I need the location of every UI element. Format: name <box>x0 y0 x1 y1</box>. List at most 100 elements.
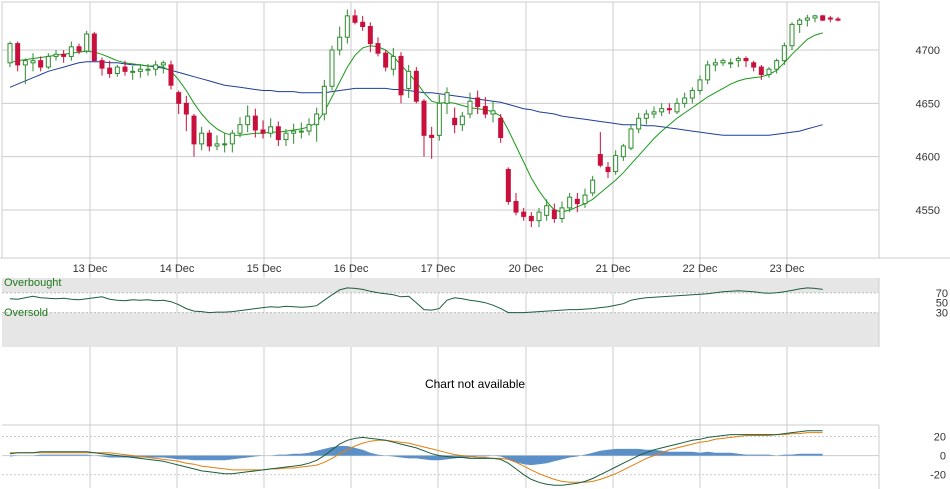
candle-down <box>260 129 266 134</box>
candle-down <box>605 166 611 173</box>
candle-down <box>551 209 557 220</box>
candle-down <box>574 198 580 205</box>
rsi-tick-label: 30 <box>936 308 948 320</box>
candle-down <box>413 70 419 102</box>
oversold-label: Oversold <box>4 307 48 319</box>
candle-up <box>712 62 718 66</box>
price-tick-label: 4550 <box>916 205 940 217</box>
candle-down <box>375 43 381 54</box>
candle-up <box>283 132 289 141</box>
candle-up <box>329 49 335 87</box>
candle-up <box>582 194 588 205</box>
candle-up <box>467 100 473 115</box>
candle-down <box>15 43 21 66</box>
candle-down <box>421 100 427 136</box>
candle-down <box>452 117 458 126</box>
candle-down <box>61 53 67 57</box>
candle-up <box>306 124 312 132</box>
candle-up <box>53 53 59 57</box>
candle-up <box>153 64 159 70</box>
candle-down <box>352 15 358 23</box>
candle-up <box>674 102 680 113</box>
macd-histogram-area <box>10 446 823 466</box>
macd-tick-label: 20 <box>934 431 946 443</box>
candle-up <box>114 66 120 74</box>
fast-moving-average-line <box>9 32 823 213</box>
candle-up <box>735 58 741 62</box>
unavailable-chart-message: Chart not available <box>424 377 526 391</box>
candle-up <box>199 132 205 145</box>
date-tick-label: 17 Dec <box>421 263 456 275</box>
macd-line <box>9 430 823 486</box>
date-tick-label: 22 Dec <box>683 263 718 275</box>
rsi-tick-label: 50 <box>936 298 948 310</box>
candle-down <box>275 126 281 141</box>
candle-up <box>651 111 657 115</box>
overbought-label: Overbought <box>4 277 61 289</box>
candle-down <box>206 132 212 147</box>
candle-up <box>613 155 619 173</box>
candle-down <box>429 134 435 138</box>
candle-down <box>505 168 511 202</box>
candle-down <box>820 15 826 21</box>
candle-up <box>689 90 695 99</box>
candle-up <box>774 60 780 70</box>
candle-down <box>743 58 749 62</box>
candle-up <box>237 124 243 134</box>
candle-up <box>797 19 803 25</box>
candle-up <box>68 46 74 57</box>
candle-up <box>720 60 726 64</box>
candle-up <box>130 70 136 73</box>
candle-up <box>544 205 550 216</box>
candle-up <box>229 132 235 145</box>
candle-down <box>122 66 128 72</box>
candle-up <box>781 45 787 62</box>
candle-up <box>628 128 634 149</box>
price-tick-label: 4650 <box>916 98 940 110</box>
candle-up <box>145 68 151 71</box>
candle-up <box>682 97 688 104</box>
macd-tick-label: 0 <box>940 451 946 463</box>
candle-up <box>636 117 642 130</box>
candle-up <box>406 70 412 89</box>
candle-down <box>76 46 82 52</box>
rsi-line <box>9 287 823 314</box>
price-tick-label: 4700 <box>916 45 940 57</box>
candle-down <box>398 55 404 96</box>
candle-up <box>137 68 143 72</box>
candle-down <box>107 67 113 74</box>
candle-up <box>45 55 51 68</box>
date-tick-label: 16 Dec <box>334 263 369 275</box>
candle-down <box>191 115 197 145</box>
candle-up <box>590 179 596 194</box>
candle-down <box>758 66 764 76</box>
candle-down <box>835 18 841 21</box>
candle-up <box>459 115 465 126</box>
candle-up <box>728 62 734 65</box>
candle-up <box>659 108 665 113</box>
candle-up <box>268 126 274 134</box>
candle-down <box>168 64 174 86</box>
date-tick-label: 14 Dec <box>160 263 195 275</box>
candle-up <box>705 64 711 81</box>
candle-up <box>245 115 251 126</box>
candle-up <box>298 130 304 133</box>
candle-up <box>390 55 396 70</box>
candle-down <box>597 154 603 166</box>
candle-up <box>536 211 542 222</box>
candle-down <box>666 108 672 111</box>
candle-down <box>498 117 504 138</box>
date-tick-label: 21 Dec <box>596 263 631 275</box>
overbought-band <box>2 278 879 293</box>
candle-down <box>827 17 833 20</box>
candle-down <box>38 60 44 68</box>
candle-up <box>567 196 573 209</box>
signal-line <box>10 432 823 483</box>
candle-up <box>7 43 13 64</box>
candle-down <box>513 200 519 213</box>
candle-up <box>490 110 496 115</box>
candle-up <box>344 15 350 38</box>
candle-up <box>321 85 327 115</box>
